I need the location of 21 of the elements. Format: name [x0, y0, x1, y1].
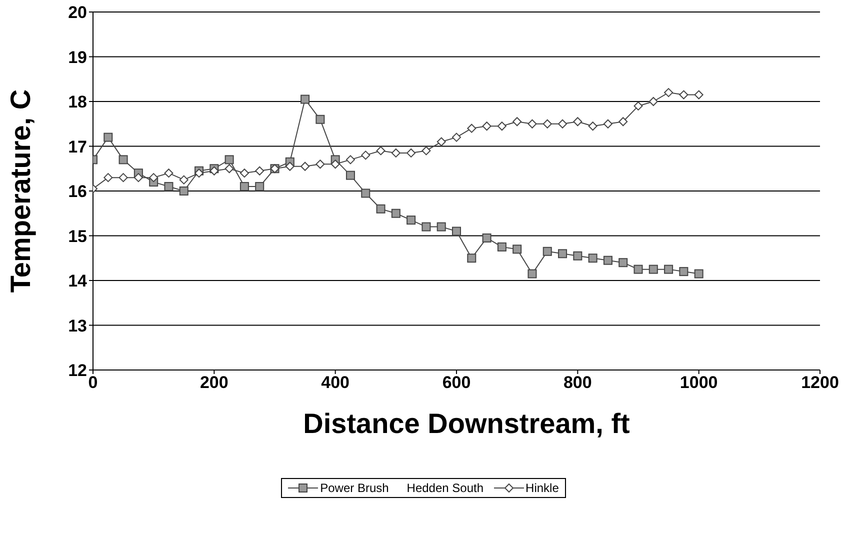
y-tick-label: 13 [68, 316, 87, 336]
y-tick-label: 15 [68, 226, 87, 246]
x-axis-title: Distance Downstream, ft [302, 408, 631, 440]
text: Hedden South [406, 481, 484, 495]
y-tick-label: 20 [68, 3, 87, 22]
legend-label: Power Brush [320, 481, 389, 495]
y-tick-label: 17 [68, 137, 87, 156]
y-tick-label: 14 [68, 272, 88, 291]
x-tick-label: 1000 [680, 373, 718, 392]
y-tick-label: 16 [68, 182, 87, 202]
y-axis-title: Temperature, C [4, 89, 36, 293]
x-tick-label: 600 [442, 373, 471, 392]
legend-label: Hinkle [526, 481, 559, 495]
x-tick-label: 800 [563, 373, 592, 392]
x-tick-label: 1200 [801, 373, 839, 392]
y-tick-label: 12 [68, 361, 87, 380]
x-tick-label: 0 [88, 373, 98, 392]
y-tick-label: 19 [68, 48, 87, 67]
x-tick-label: 200 [200, 373, 228, 392]
y-tick-label: 18 [68, 92, 87, 112]
x-tick-label: 400 [321, 373, 350, 392]
